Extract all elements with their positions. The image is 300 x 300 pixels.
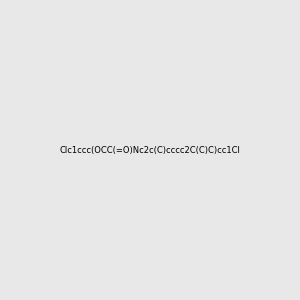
Text: Clc1ccc(OCC(=O)Nc2c(C)cccc2C(C)C)cc1Cl: Clc1ccc(OCC(=O)Nc2c(C)cccc2C(C)C)cc1Cl bbox=[60, 146, 240, 154]
